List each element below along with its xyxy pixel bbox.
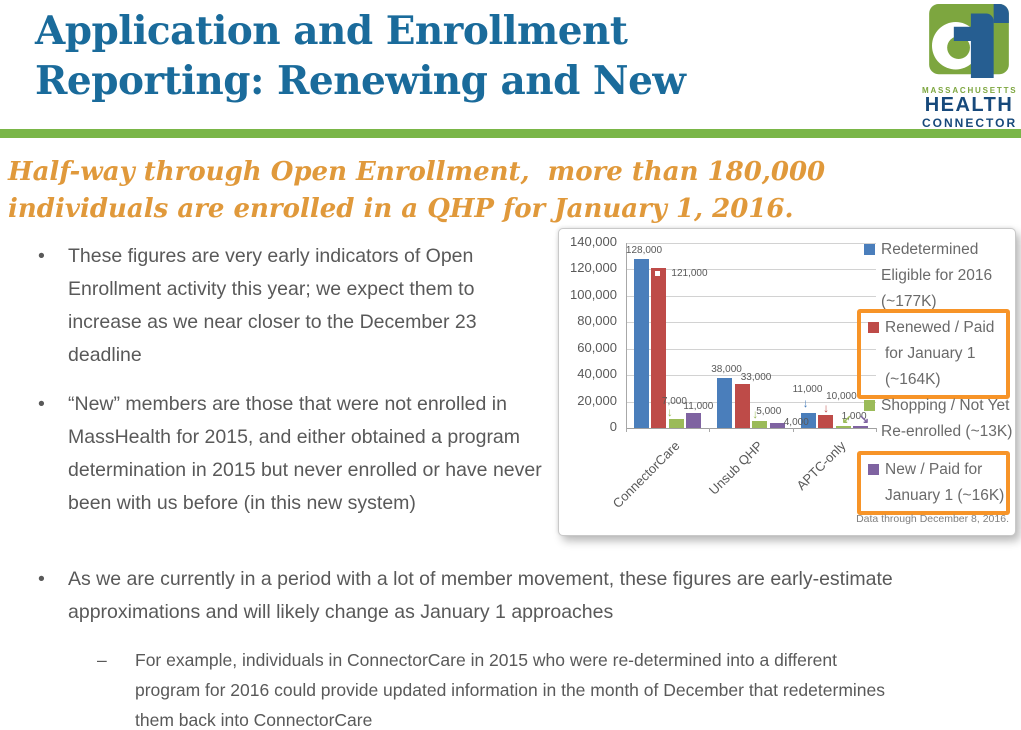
data-label: 11,000 xyxy=(683,401,714,413)
data-label: 5,000 xyxy=(756,406,782,418)
y-axis-tick-label: 140,000 xyxy=(570,234,617,249)
y-axis-tick-label: 80,000 xyxy=(577,313,617,329)
bar-APTC-only xyxy=(800,413,816,428)
legend-item-renewed: Renewed / Paid for January 1 (~164K) xyxy=(868,315,1006,393)
gridline xyxy=(626,243,876,244)
logo-text-health: HEALTH xyxy=(924,94,1014,116)
x-axis-tick xyxy=(709,428,711,432)
pointer-arrow-icon: ↓ xyxy=(666,404,673,419)
x-axis-tick xyxy=(876,428,877,432)
gridline xyxy=(626,348,876,350)
bullet-item-3: • As we are currently in a period with a… xyxy=(28,563,928,629)
legend-label: Redetermined Eligible for 2016 (~177K) xyxy=(881,241,993,310)
chart-plot-area: 0 20,000 40,000 60,000 80,000 100,000 120,000 1… xyxy=(559,229,1015,535)
bullet-item-1: • These figures are very early indicator… xyxy=(28,240,553,372)
legend-item-shopping: Shopping / Not Yet Re-enrolled (~13K) xyxy=(864,393,1017,445)
data-label: 33,000 xyxy=(740,372,772,384)
data-label: 10,000 xyxy=(826,390,857,402)
bar-APTC-only xyxy=(835,426,851,428)
legend-swatch-purple xyxy=(868,464,879,475)
bullet-dot: • xyxy=(38,568,45,590)
bar-Unsub QHP xyxy=(769,422,785,428)
x-axis-tick xyxy=(626,428,627,432)
legend-swatch-blue xyxy=(864,244,875,255)
enrollment-bar-chart: 0 20,000 40,000 60,000 80,000 100,000 120,000 1… xyxy=(558,228,1016,536)
x-axis-category-label: ConnectorCare xyxy=(609,438,683,511)
data-label: 11,000 xyxy=(792,384,823,396)
bullet-item-2: • “New” members are those that were not … xyxy=(28,388,553,520)
bullet-text-2: “New” members are those that were not en… xyxy=(68,393,542,514)
bar-Unsub QHP xyxy=(752,421,768,428)
y-axis-line xyxy=(626,243,627,428)
bar-Unsub QHP xyxy=(717,377,733,428)
legend-item-redetermined: Redetermined Eligible for 2016 (~177K) xyxy=(864,237,1014,315)
pointer-arrow-icon: ↘ xyxy=(859,412,870,426)
bar-ConnectorCare xyxy=(668,418,684,428)
gridline xyxy=(626,428,876,429)
gridline xyxy=(626,269,876,271)
bullet-text-1: These figures are very early indicators … xyxy=(68,245,477,366)
bullet-dot: • xyxy=(38,245,45,267)
data-label: 7,000 xyxy=(661,395,687,407)
x-axis-tick xyxy=(792,428,794,432)
legend-item-new: New / Paid for January 1 (~16K) xyxy=(868,457,1006,509)
y-axis-tick-label: 120,000 xyxy=(570,260,617,276)
y-axis-tick-label: 20,000 xyxy=(577,392,617,408)
x-axis-category-label: APTC-only xyxy=(793,438,849,494)
logo-text-connector: CONNECTOR xyxy=(922,116,1018,130)
sub-bullet-dash: – xyxy=(97,650,107,670)
chart-caption: Data through December 8, 2016. xyxy=(856,513,1009,525)
bullet-dot: • xyxy=(38,393,45,415)
data-label: 1,000 xyxy=(841,411,867,422)
y-axis-tick-label: 100,000 xyxy=(570,286,617,302)
legend-swatch-red xyxy=(868,322,879,333)
bar-APTC-only xyxy=(853,426,869,428)
gridline xyxy=(626,322,876,324)
sub-bullet-item: – For example, individuals in ConnectorC… xyxy=(95,645,905,730)
data-label: 38,000 xyxy=(711,363,742,375)
data-label: 4,000 xyxy=(783,416,809,428)
y-axis-tick-label: 0 xyxy=(609,419,617,434)
pointer-arrow-icon: ↓ xyxy=(802,396,809,411)
gridline xyxy=(626,375,876,377)
header-divider xyxy=(0,129,1021,138)
health-connector-logo: MASSACHUSETTS HEALTH CONNECTOR xyxy=(922,4,1016,130)
sub-bullet-text: For example, individuals in ConnectorCar… xyxy=(135,650,886,730)
y-axis-tick-label: 40,000 xyxy=(577,366,617,382)
health-connector-h-icon xyxy=(929,4,1009,78)
bar-ConnectorCare xyxy=(686,413,702,428)
data-label: 128,000 xyxy=(625,244,663,256)
pointer-arrow-icon: ↓ xyxy=(752,407,759,422)
pointer-arrow-icon: ↓ xyxy=(823,400,830,415)
legend-swatch-green xyxy=(864,400,875,411)
bar-ConnectorCare xyxy=(651,268,667,428)
pointer-arrow-icon: ↙ xyxy=(841,412,852,426)
bar-ConnectorCare xyxy=(633,258,649,428)
gridline xyxy=(626,295,876,297)
data-label: 121,000 xyxy=(671,268,708,280)
gridline xyxy=(626,401,876,403)
y-axis-tick-label: 60,000 xyxy=(577,339,617,355)
logo-text-massachusetts: MASSACHUSETTS xyxy=(922,86,1018,95)
page-title: Application and Enrollment Reporting: Re… xyxy=(35,6,686,106)
legend-highlight-box-new: New / Paid for January 1 (~16K) xyxy=(857,451,1010,515)
legend-label: New / Paid for January 1 (~16K) xyxy=(885,461,1005,504)
bar-APTC-only xyxy=(818,414,834,428)
legend-label: Renewed / Paid for January 1 (~164K) xyxy=(885,319,995,388)
page-title-line-1: Application and Enrollment xyxy=(35,8,628,54)
slide-subtitle: Half-way through Open Enrollment, more t… xyxy=(8,157,835,224)
legend-label: Shopping / Not Yet Re-enrolled (~13K) xyxy=(881,397,1013,440)
legend-highlight-box-renewed: Renewed / Paid for January 1 (~164K) xyxy=(857,309,1010,399)
x-axis-category-label: Unsub QHP xyxy=(705,438,766,498)
data-point-marker xyxy=(654,270,662,278)
bullet-text-3: As we are currently in a period with a l… xyxy=(68,568,893,623)
bar-Unsub QHP xyxy=(734,384,750,428)
page-title-line-2: Reporting: Renewing and New xyxy=(35,58,686,104)
